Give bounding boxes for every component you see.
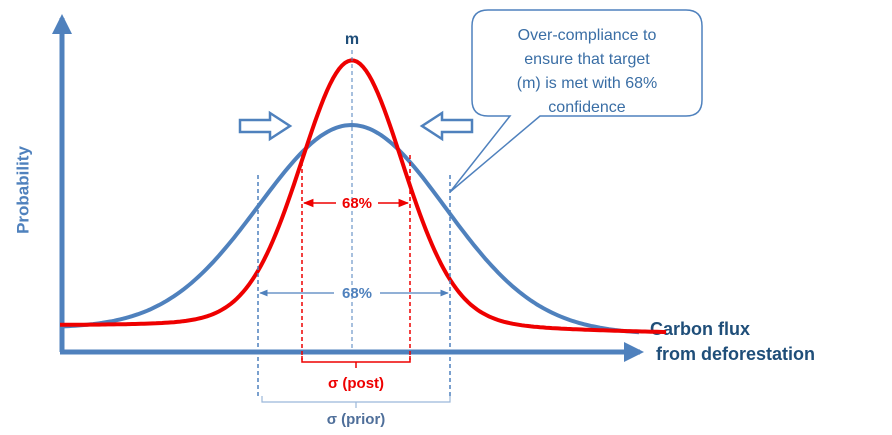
sigma-prior: σ (prior) [327,411,386,428]
posterior-curve [60,58,667,335]
callout-text: confidence [548,99,625,116]
prior-bracket [261,396,451,408]
callout-text: ensure that target [524,51,650,68]
post-bracket [301,356,411,368]
squeeze-arrow [419,110,474,142]
y-axis-label: Probability [13,146,32,234]
callout-text: (m) is met with 68% [517,75,657,92]
squeeze-arrow [238,110,293,142]
x-axis-label: Carbon flux [650,319,750,339]
x-axis-label: from deforestation [656,344,815,364]
prior-interval-label: 68% [342,285,372,302]
callout-box [449,9,703,193]
prior-curve [59,122,640,335]
callout-text: Over-compliance to [518,27,657,44]
mean-label: m [345,31,359,48]
sigma-post: σ (post) [328,375,384,392]
post-interval-label: 68% [342,195,372,212]
